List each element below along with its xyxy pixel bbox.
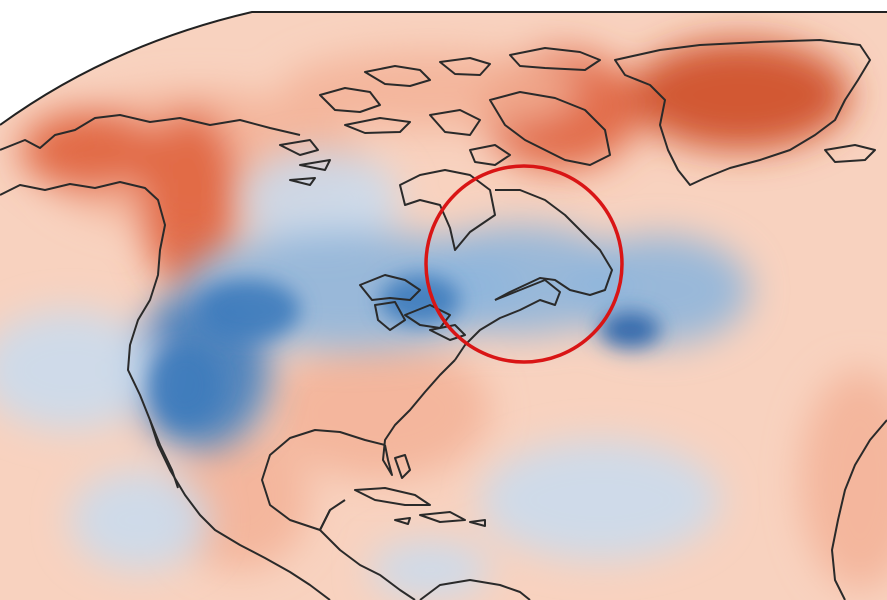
cold-pacific <box>0 310 160 430</box>
coast-arctic-islands <box>279 47 611 186</box>
coast-florida <box>394 454 411 479</box>
highlight-circle <box>424 164 624 364</box>
warm-africa <box>800 370 887 590</box>
coast-iceland <box>824 144 876 163</box>
coast-greenland <box>614 39 871 186</box>
coast-great-lakes <box>359 274 466 341</box>
cold-east-pacific <box>70 470 210 570</box>
warm-southeast-us <box>270 340 490 480</box>
warm-western-canada <box>140 110 240 290</box>
cold-core-prairies <box>200 280 300 340</box>
cold-caribbean-south <box>370 540 490 600</box>
projection-boundary <box>0 11 887 126</box>
warm-greenland <box>630 40 850 150</box>
coast-hudson-bay <box>399 169 496 251</box>
coast-caribbean <box>354 487 486 527</box>
coast-baja <box>149 419 179 489</box>
coast-africa <box>831 419 887 600</box>
coast-north-america-west <box>0 114 331 600</box>
warm-anomalies <box>20 40 887 590</box>
coast-labrador <box>494 189 613 301</box>
warm-arctic-islands <box>280 50 580 130</box>
warm-alaska <box>20 110 160 190</box>
coast-south-america <box>419 579 531 600</box>
coast-maritimes <box>454 279 561 361</box>
cold-core-rockies <box>150 345 220 425</box>
coastlines <box>0 39 887 600</box>
cold-tropical-atlantic <box>480 440 720 560</box>
cold-cores <box>150 275 660 425</box>
cold-northwest-territories <box>240 150 400 250</box>
cold-core-atlantic <box>600 312 660 348</box>
coast-us-east <box>382 359 456 476</box>
coast-central-america <box>319 509 416 600</box>
